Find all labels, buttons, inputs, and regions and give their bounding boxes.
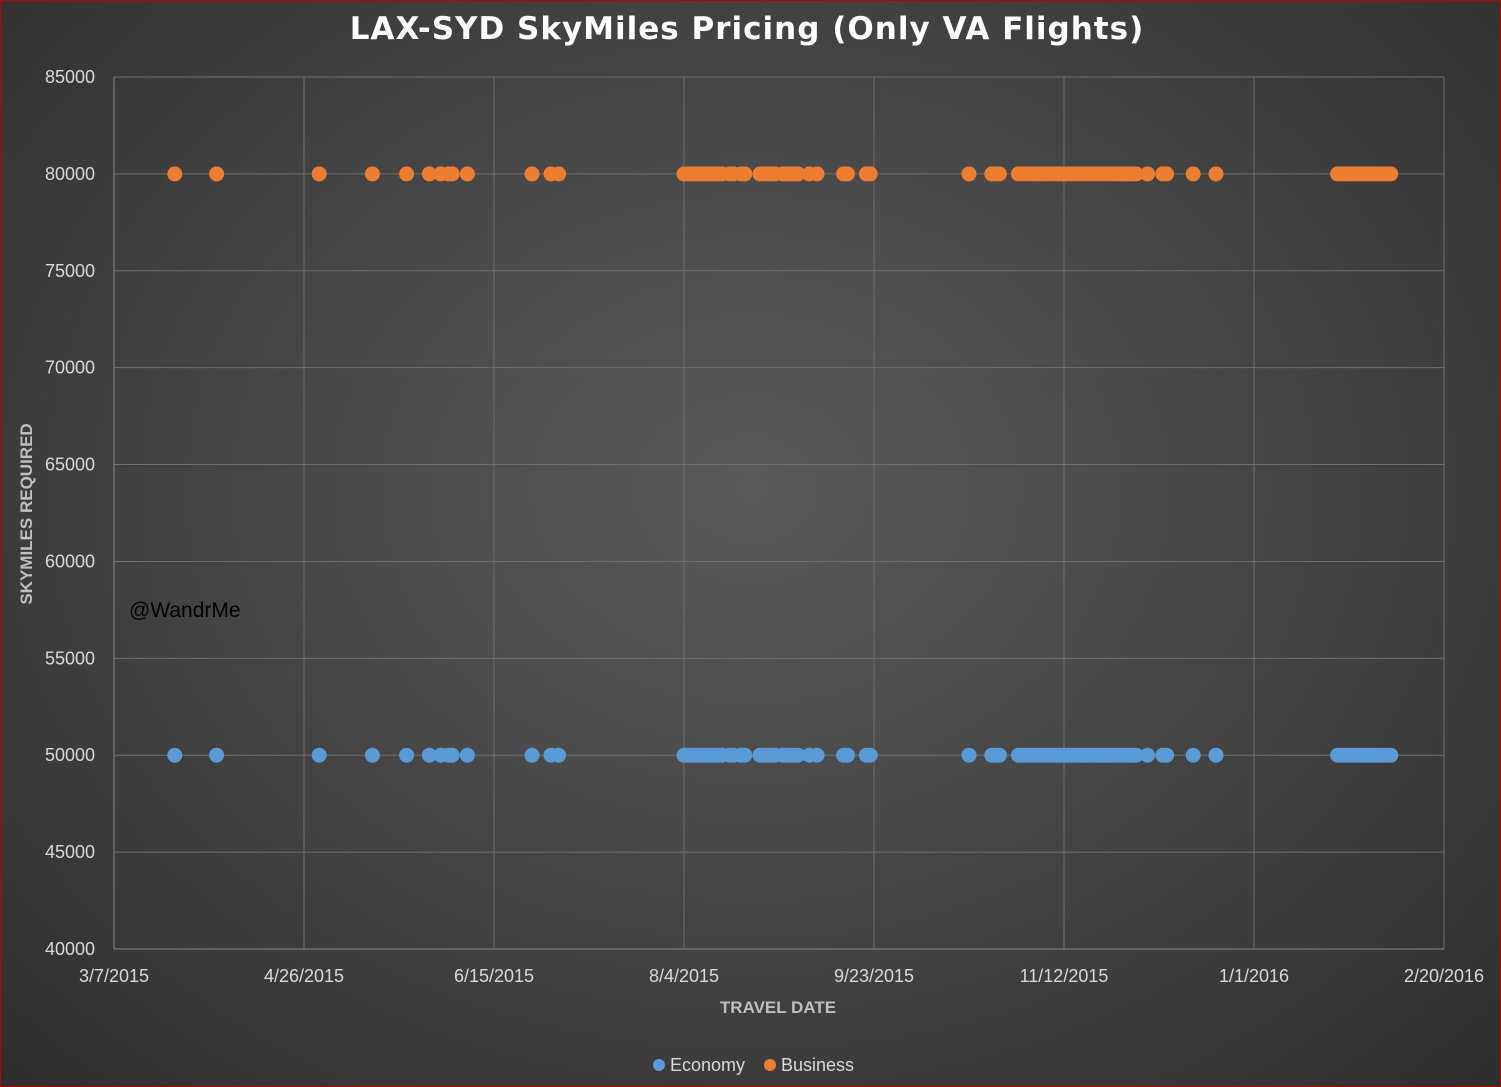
economy-point xyxy=(1140,747,1156,763)
economy-point xyxy=(737,747,753,763)
business-point xyxy=(991,166,1007,182)
economy-point xyxy=(311,747,327,763)
business-point xyxy=(1128,166,1144,182)
y-tick-label: 85000 xyxy=(45,67,95,87)
tick-labels: 40000 45000 50000 55000 60000 65000 70000 75000… xyxy=(45,67,1484,986)
x-tick-label: 11/12/2015 xyxy=(1020,966,1109,986)
business-point xyxy=(790,166,806,182)
economy-point xyxy=(364,747,380,763)
economy-point xyxy=(991,747,1007,763)
economy-point xyxy=(524,747,540,763)
business-point xyxy=(737,166,753,182)
economy-point xyxy=(862,747,878,763)
business-point xyxy=(364,166,380,182)
y-tick-label: 40000 xyxy=(45,939,95,959)
x-tick-label: 6/15/2015 xyxy=(454,966,534,986)
business-point xyxy=(421,166,437,182)
x-axis-label: TRAVEL DATE xyxy=(720,998,836,1017)
legend-business-marker xyxy=(764,1059,776,1071)
legend: Economy Business xyxy=(653,1055,854,1075)
x-tick-label: 9/23/2015 xyxy=(834,966,914,986)
y-axis-label: SKYMILES REQUIRED xyxy=(17,423,36,604)
economy-point xyxy=(421,747,437,763)
axes xyxy=(113,77,1444,950)
chart-title: LAX-SYD SkyMiles Pricing (Only VA Flight… xyxy=(350,11,1145,47)
business-point xyxy=(862,166,878,182)
economy-point xyxy=(1128,747,1144,763)
economy-point xyxy=(790,747,806,763)
business-point xyxy=(1140,166,1156,182)
business-point xyxy=(524,166,540,182)
business-point xyxy=(167,166,183,182)
y-tick-label: 65000 xyxy=(45,455,95,475)
legend-economy-label: Economy xyxy=(670,1055,745,1075)
data-points xyxy=(167,166,1399,763)
business-point xyxy=(1208,166,1224,182)
business-point xyxy=(399,166,415,182)
business-point xyxy=(961,166,977,182)
business-point xyxy=(1383,166,1399,182)
economy-point xyxy=(551,747,567,763)
legend-business-label: Business xyxy=(781,1055,854,1075)
economy-point xyxy=(209,747,225,763)
business-point xyxy=(551,166,567,182)
economy-point xyxy=(444,747,460,763)
economy-point xyxy=(167,747,183,763)
x-tick-label: 1/1/2016 xyxy=(1219,966,1289,986)
business-point xyxy=(444,166,460,182)
watermark-annotation: @WandrMe xyxy=(129,599,241,622)
economy-point xyxy=(809,747,825,763)
economy-point xyxy=(839,747,855,763)
economy-point xyxy=(1159,747,1175,763)
business-point xyxy=(209,166,225,182)
economy-point xyxy=(459,747,475,763)
business-point xyxy=(459,166,475,182)
economy-point xyxy=(961,747,977,763)
economy-point xyxy=(1185,747,1201,763)
y-tick-label: 75000 xyxy=(45,261,95,281)
business-point xyxy=(809,166,825,182)
legend-economy-marker xyxy=(653,1059,665,1071)
x-tick-label: 4/26/2015 xyxy=(264,966,344,986)
x-tick-label: 3/7/2015 xyxy=(79,966,149,986)
gridlines xyxy=(114,76,1445,949)
y-tick-label: 80000 xyxy=(45,164,95,184)
business-point xyxy=(839,166,855,182)
y-tick-label: 55000 xyxy=(45,648,95,668)
economy-point xyxy=(399,747,415,763)
x-tick-label: 2/20/2016 xyxy=(1404,966,1484,986)
business-point xyxy=(1185,166,1201,182)
business-point xyxy=(1159,166,1175,182)
y-tick-label: 45000 xyxy=(45,842,95,862)
business-point xyxy=(311,166,327,182)
y-tick-label: 70000 xyxy=(45,358,95,378)
economy-point xyxy=(1208,747,1224,763)
economy-point xyxy=(1383,747,1399,763)
x-tick-label: 8/4/2015 xyxy=(649,966,719,986)
y-tick-label: 60000 xyxy=(45,551,95,571)
y-tick-label: 50000 xyxy=(45,745,95,765)
